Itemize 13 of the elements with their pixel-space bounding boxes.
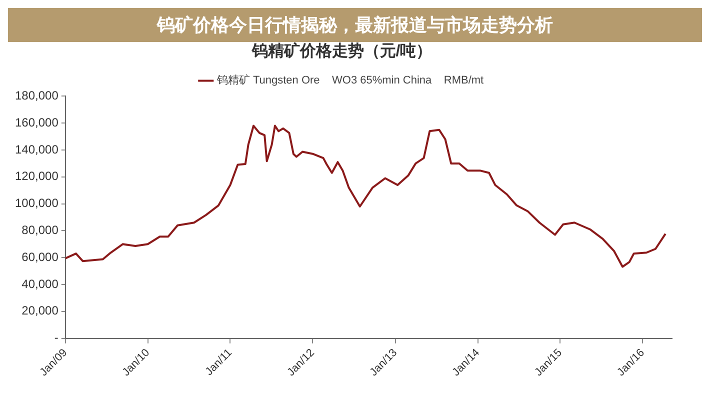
y-tick-label: 120,000 — [14, 169, 59, 184]
y-tick-label: 140,000 — [14, 142, 59, 156]
y-tick-label: - — [54, 330, 58, 345]
y-tick-label: 20,000 — [22, 304, 59, 318]
y-tick-label: 80,000 — [22, 223, 59, 238]
y-tick-label: 180,000 — [14, 88, 59, 103]
y-tick-label: 40,000 — [22, 276, 59, 291]
y-tick-label: 60,000 — [22, 250, 59, 264]
chart-title: 钨精矿价格走势（元/吨） — [250, 42, 432, 60]
y-tick-label: 160,000 — [14, 115, 59, 130]
legend-label: 钨精矿 Tungsten Ore WO3 65%min China RMB/mt — [216, 74, 484, 87]
y-tick-label: 100,000 — [14, 196, 59, 210]
text: 钨矿价格今日行情揭秘，最新报道与市场走势分析 — [8, 8, 702, 42]
